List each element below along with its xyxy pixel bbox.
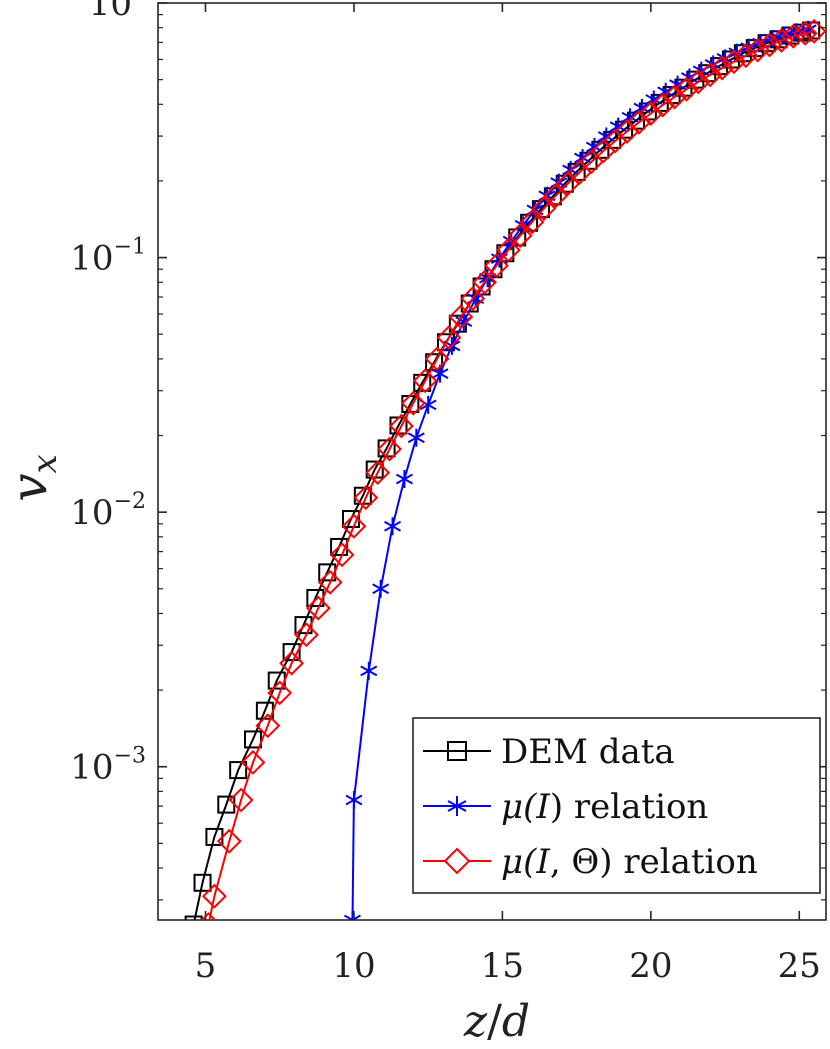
data-point-square bbox=[413, 373, 432, 392]
data-point-diamond bbox=[650, 92, 676, 118]
data-point-diamond bbox=[709, 55, 735, 81]
x-tick-label: 15 bbox=[481, 946, 524, 986]
data-point-diamond bbox=[424, 346, 450, 372]
data-point-diamond bbox=[389, 413, 414, 439]
data-point-diamond bbox=[216, 828, 242, 854]
data-point-diamond bbox=[531, 195, 557, 221]
data-point-square bbox=[229, 761, 248, 780]
data-point-diamond bbox=[341, 513, 367, 539]
x-tick-label: 10 bbox=[332, 946, 375, 986]
data-point-asterisk bbox=[407, 428, 425, 447]
data-point-diamond bbox=[294, 622, 319, 648]
data-point-asterisk bbox=[395, 469, 413, 488]
data-point-diamond bbox=[543, 183, 569, 209]
data-point-diamond bbox=[685, 69, 711, 95]
data-point-asterisk bbox=[384, 517, 402, 536]
data-point-diamond bbox=[792, 20, 818, 46]
data-point-square bbox=[282, 643, 301, 662]
data-point-diamond bbox=[769, 27, 794, 53]
legend-label-mu-i: μ(I) relation bbox=[501, 787, 708, 827]
x-tick-label: 20 bbox=[629, 946, 672, 986]
y-axis-label-main: v bbox=[0, 473, 58, 501]
legend: DEM data μ(I) relation μ(I, Θ) relation bbox=[412, 717, 821, 894]
legend-marker-diamond bbox=[443, 847, 471, 875]
data-point-diamond bbox=[448, 304, 474, 330]
x-tick-label: 5 bbox=[195, 946, 217, 986]
y-tick-label: 10−1 bbox=[70, 235, 146, 279]
data-point-diamond bbox=[365, 460, 391, 486]
data-point-asterisk bbox=[372, 579, 390, 598]
data-point-diamond bbox=[757, 32, 783, 58]
data-point-diamond bbox=[255, 713, 281, 739]
legend-entry-dem: DEM data bbox=[423, 732, 675, 772]
y-axis-label: vx bbox=[0, 454, 65, 501]
axis-ticks: 5 10 15 20 25 10−3 10−2 10−1 100 bbox=[70, 0, 826, 986]
data-point-square bbox=[193, 873, 212, 892]
data-point-diamond bbox=[412, 368, 438, 394]
x-axis-label: z/d bbox=[463, 996, 530, 1047]
data-point-diamond bbox=[697, 62, 723, 88]
data-point-diamond bbox=[436, 325, 462, 350]
data-point-diamond bbox=[460, 286, 486, 312]
legend-label-dem: DEM data bbox=[501, 732, 675, 772]
data-point-diamond bbox=[674, 76, 699, 102]
data-point-diamond bbox=[279, 650, 305, 676]
legend-entry-mu-i-theta: μ(I, Θ) relation bbox=[423, 842, 758, 882]
data-point-diamond bbox=[519, 209, 545, 235]
data-point-square bbox=[184, 915, 203, 920]
data-point-diamond bbox=[377, 436, 402, 462]
data-point-diamond bbox=[721, 49, 747, 75]
data-point-square bbox=[244, 730, 263, 749]
data-point-diamond bbox=[305, 595, 331, 621]
series-2 bbox=[200, 18, 826, 920]
data-point-diamond bbox=[317, 569, 343, 595]
data-point-diamond bbox=[484, 253, 509, 279]
data-point-asterisk bbox=[360, 661, 378, 680]
data-point-asterisk bbox=[343, 911, 361, 920]
legend-marker-square bbox=[447, 741, 467, 761]
data-point-diamond bbox=[662, 84, 688, 110]
data-point-diamond bbox=[507, 223, 533, 249]
legend-entry-mu-i: μ(I) relation bbox=[423, 787, 708, 827]
y-tick-label: 10−3 bbox=[70, 744, 146, 788]
data-point-diamond bbox=[733, 43, 759, 69]
data-point-diamond bbox=[228, 787, 254, 813]
data-point-diamond bbox=[638, 101, 664, 126]
y-axis-label-sub: x bbox=[25, 454, 65, 473]
data-point-diamond bbox=[240, 749, 266, 775]
data-point-diamond bbox=[329, 542, 355, 568]
data-point-square bbox=[330, 537, 349, 556]
legend-label-mu-i-theta: μ(I, Θ) relation bbox=[501, 842, 758, 882]
series-line bbox=[208, 30, 815, 920]
y-tick-label: 10−2 bbox=[70, 489, 146, 533]
data-point-diamond bbox=[780, 23, 806, 49]
x-tick-label: 25 bbox=[778, 946, 821, 986]
data-point-diamond bbox=[495, 237, 521, 263]
data-point-diamond bbox=[400, 390, 426, 416]
data-point-diamond bbox=[472, 269, 497, 295]
data-point-diamond bbox=[267, 680, 293, 706]
data-point-diamond bbox=[745, 37, 771, 63]
data-point-diamond bbox=[201, 883, 227, 909]
series-layer bbox=[184, 18, 826, 920]
data-point-asterisk bbox=[345, 791, 363, 810]
y-tick-label: 100 bbox=[89, 0, 146, 24]
legend-marker-asterisk bbox=[447, 796, 467, 816]
data-point-diamond bbox=[353, 485, 379, 511]
